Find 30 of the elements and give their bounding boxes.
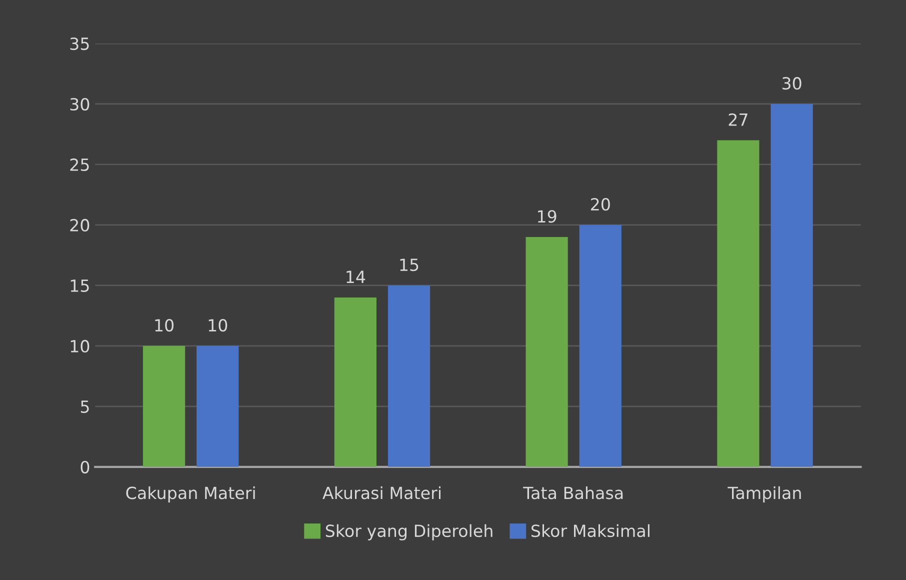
y-tick-label: 20	[70, 218, 90, 232]
x-tick-label: Akurasi Materi	[322, 486, 440, 500]
y-tick-label: 10	[70, 340, 90, 352]
data-label: 10	[208, 318, 228, 332]
bar	[196, 346, 239, 467]
data-label: 27	[728, 113, 748, 126]
legend-label: Skor Maksimal	[532, 524, 650, 538]
data-label: 20	[591, 198, 610, 211]
data-label: 10	[155, 318, 174, 332]
data-label: 30	[782, 77, 802, 90]
bar	[579, 224, 622, 467]
x-tick-label: Cakupan Materi	[126, 486, 255, 502]
y-tick-label: 30	[70, 98, 90, 111]
bar	[142, 346, 186, 467]
bar	[526, 237, 568, 467]
bar	[770, 104, 813, 467]
y-tick-label: 0	[80, 460, 90, 474]
bar	[717, 140, 760, 467]
bar	[388, 285, 430, 467]
data-label: 19	[538, 210, 556, 223]
bar	[334, 298, 376, 467]
y-tick-label: 15	[70, 280, 89, 292]
legend-label: Skor yang Diperoleh	[326, 524, 492, 540]
x-tick-label: Tampilan	[728, 486, 801, 502]
data-label: 15	[400, 258, 418, 272]
data-label: 14	[346, 270, 366, 283]
y-tick-label: 35	[70, 37, 89, 50]
x-tick-label: Tata Bahasa	[523, 486, 623, 500]
y-tick-label: 25	[70, 158, 89, 172]
y-tick-label: 5	[80, 400, 89, 413]
